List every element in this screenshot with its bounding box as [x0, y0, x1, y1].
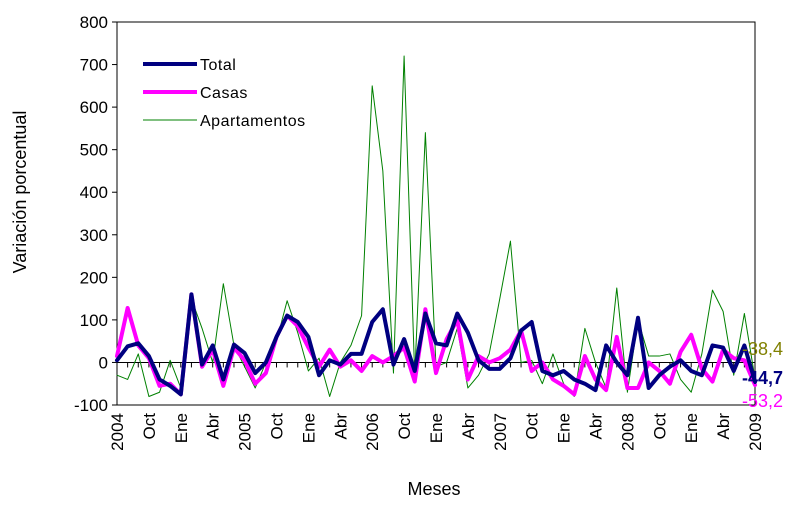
y-tick-label: 300: [80, 226, 108, 245]
x-axis-title: Meses: [407, 479, 460, 499]
x-tick-label: Ene: [427, 413, 446, 443]
x-tick-label: Oct: [650, 413, 669, 440]
x-tick-label: Oct: [140, 413, 159, 440]
series-line-casas: [115, 292, 757, 397]
x-tick-label: Ene: [172, 413, 191, 443]
x-tick-label: Abr: [331, 413, 350, 440]
x-tick-label: 2005: [236, 413, 255, 451]
x-tick-label: Abr: [714, 413, 733, 440]
x-tick-label: Oct: [523, 413, 542, 440]
x-tick-label: Oct: [268, 413, 287, 440]
series-line-total: [115, 292, 757, 397]
x-tick-label: 2009: [746, 413, 765, 451]
legend-label-total: Total: [200, 57, 236, 74]
y-tick-label: 0: [99, 353, 108, 372]
legend-label-apartamentos: Apartamentos: [200, 113, 306, 130]
end-label-apartamentos: -38,4: [742, 339, 783, 359]
x-tick-label: Abr: [587, 413, 606, 440]
x-tick-label: 2008: [618, 413, 637, 451]
x-tick-label: Abr: [204, 413, 223, 440]
x-tick-label: 2006: [363, 413, 382, 451]
y-axis-title: Variación porcentual: [10, 111, 30, 274]
y-tick-label: 200: [80, 268, 108, 287]
plot-area-frame: [116, 21, 756, 406]
y-tick-label: -100: [74, 396, 108, 415]
end-labels: -44,7 -53,2 -38,4: [742, 339, 783, 411]
x-tick-label: Ene: [555, 413, 574, 443]
y-tick-label: 500: [80, 141, 108, 160]
x-tick-label: Ene: [299, 413, 318, 443]
end-label-total: -44,7: [742, 368, 783, 388]
y-tick-label: 700: [80, 56, 108, 75]
x-tick-label: Oct: [395, 413, 414, 440]
x-tick-label: Ene: [682, 413, 701, 443]
y-tick-label: 100: [80, 311, 108, 330]
y-tick-label: 600: [80, 98, 108, 117]
end-label-casas: -53,2: [742, 391, 783, 411]
axes: -100 0 100 200 300 400 500 600 700 800 2004 Oct Ene A…: [74, 13, 765, 451]
series-lines: [115, 55, 757, 397]
x-tick-label: 2007: [491, 413, 510, 451]
x-tick-label: Abr: [459, 413, 478, 440]
legend-label-casas: Casas: [200, 85, 248, 102]
y-tick-label: 400: [80, 183, 108, 202]
legend: Total Casas Apartamentos: [143, 57, 306, 130]
x-tick-label: 2004: [108, 413, 127, 451]
y-tick-label: 800: [80, 13, 108, 32]
